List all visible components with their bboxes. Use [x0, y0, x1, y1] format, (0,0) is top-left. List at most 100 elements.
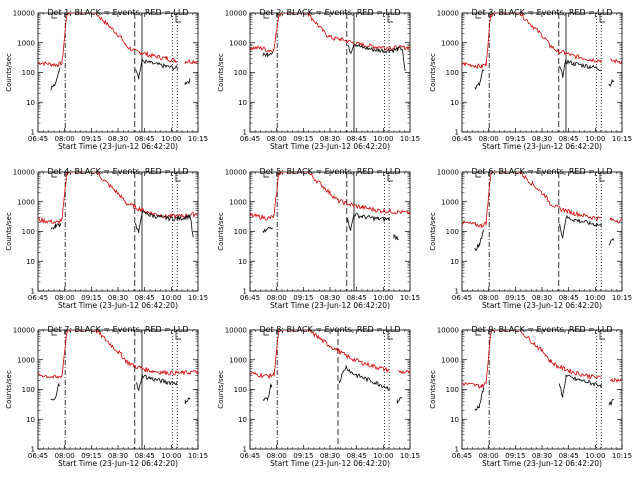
- plot-area: [38, 13, 198, 91]
- x-tick-label: 10:00: [585, 135, 605, 143]
- x-tick-label: 08:30: [320, 135, 340, 143]
- x-tick-label: 08:00: [267, 294, 287, 302]
- y-tick-label: 10: [26, 258, 35, 266]
- plot-area: [250, 172, 410, 241]
- corner-mark: [599, 14, 605, 23]
- chart-panel-2: 1 10 100 1000 10000 06:45 08:00 09:15 08:30 08:45…: [217, 8, 420, 151]
- y-tick-label: 1000: [229, 356, 247, 364]
- plot-frame: [37, 171, 199, 292]
- y-tick-label: 10: [238, 258, 247, 266]
- x-tick-label: 08:30: [320, 294, 340, 302]
- y-tick-label: 10: [238, 416, 247, 424]
- y-tick-label: 100: [22, 386, 35, 394]
- y-tick-label: 10000: [437, 10, 459, 18]
- corner-mark: [175, 331, 181, 340]
- x-axis-title: Start Time (23-Jun-12 06:42:20): [482, 459, 602, 468]
- x-tick-label: 10:15: [188, 135, 208, 143]
- x-axis-title: Start Time (23-Jun-12 06:42:20): [270, 142, 390, 151]
- x-tick-label: 10:15: [400, 135, 420, 143]
- corner-mark: [175, 173, 181, 182]
- y-tick-label: 10000: [13, 327, 35, 335]
- x-tick-label: 08:30: [320, 452, 340, 460]
- events-series-line: [50, 373, 191, 404]
- chart-panel-5: 1 10 100 1000 10000 06:45 08:00 09:15 08:30 08:45…: [217, 167, 420, 310]
- x-tick-label: 08:00: [267, 135, 287, 143]
- corner-mark: [263, 14, 269, 19]
- panel-title: Det 3; BLACK = Events, RED = LLD: [472, 8, 613, 17]
- plot-area: [462, 172, 622, 252]
- x-tick-label: 10:15: [400, 294, 420, 302]
- lld-series-line: [38, 13, 198, 68]
- chart-panel-4: 1 10 100 1000 10000 06:45 08:00 09:15 08:30 08:45…: [5, 167, 208, 310]
- plot-frame: [461, 329, 623, 450]
- plot-frame: [461, 12, 623, 133]
- y-tick-label: 100: [446, 228, 459, 236]
- plot-area: [462, 13, 622, 90]
- corner-mark: [387, 14, 393, 23]
- plot-frame: [461, 171, 623, 292]
- x-tick-label: 08:45: [135, 135, 155, 143]
- y-tick-label: 1000: [17, 39, 35, 47]
- plot-frame: [37, 12, 199, 133]
- y-tick-label: 1000: [17, 198, 35, 206]
- corner-mark: [263, 173, 269, 178]
- plot-area: [38, 330, 198, 404]
- lld-series-line: [462, 172, 622, 229]
- chart-panel-6: 1 10 100 1000 10000 06:45 08:00 09:15 08:30 08:45…: [429, 167, 632, 310]
- lld-series-line: [38, 172, 198, 225]
- chart-panel-7: 1 10 100 1000 10000 06:45 08:00 09:15 08:30 08:45…: [5, 325, 208, 468]
- x-tick-label: 09:15: [81, 294, 101, 302]
- corner-mark: [51, 331, 57, 336]
- y-tick-label: 1: [31, 446, 35, 454]
- y-tick-label: 100: [22, 228, 35, 236]
- panel-title: Det 4; BLACK = Events, RED = LLD: [48, 167, 189, 176]
- x-tick-label: 08:00: [55, 135, 75, 143]
- x-tick-label: 08:45: [347, 135, 367, 143]
- x-tick-label: 10:15: [612, 452, 632, 460]
- x-tick-label: 08:00: [479, 294, 499, 302]
- x-tick-label: 10:15: [400, 452, 420, 460]
- panel-title: Det 8; BLACK = Events, RED = LLD: [260, 325, 401, 334]
- x-tick-label: 10:00: [161, 294, 181, 302]
- y-tick-label: 1: [455, 288, 459, 296]
- panel-title: Det 7; BLACK = Events, RED = LLD: [48, 325, 189, 334]
- plot-frame: [249, 171, 411, 292]
- events-series-line: [474, 59, 615, 90]
- corner-mark: [175, 14, 181, 23]
- y-tick-label: 10000: [13, 10, 35, 18]
- x-axis-title: Start Time (23-Jun-12 06:42:20): [270, 301, 390, 310]
- y-tick-label: 10000: [225, 169, 247, 177]
- panel-title: Det 5; BLACK = Events, RED = LLD: [260, 167, 401, 176]
- y-tick-label: 1: [31, 288, 35, 296]
- x-tick-label: 10:15: [188, 294, 208, 302]
- y-tick-label: 10000: [225, 10, 247, 18]
- y-tick-label: 10: [450, 99, 459, 107]
- x-tick-label: 06:45: [240, 452, 260, 460]
- y-tick-label: 1000: [229, 198, 247, 206]
- x-tick-label: 10:00: [585, 294, 605, 302]
- x-tick-label: 06:45: [452, 452, 472, 460]
- events-series-line: [262, 43, 406, 71]
- x-axis-title: Start Time (23-Jun-12 06:42:20): [58, 459, 178, 468]
- corner-mark: [387, 173, 393, 182]
- x-tick-label: 08:30: [532, 294, 552, 302]
- x-tick-label: 08:00: [55, 294, 75, 302]
- x-tick-label: 08:45: [135, 452, 155, 460]
- y-tick-label: 10: [26, 416, 35, 424]
- panel-title: Det 9; BLACK = Events, RED = LLD: [472, 325, 613, 334]
- corner-mark: [599, 173, 605, 182]
- x-tick-label: 09:15: [293, 135, 313, 143]
- chart-panel-3: 1 10 100 1000 10000 06:45 08:00 09:15 08:30 08:45…: [429, 8, 632, 151]
- x-axis-title: Start Time (23-Jun-12 06:42:20): [58, 301, 178, 310]
- plot-area: [462, 330, 622, 411]
- x-tick-label: 08:45: [559, 452, 579, 460]
- y-tick-label: 10: [26, 99, 35, 107]
- x-tick-label: 06:45: [28, 294, 48, 302]
- x-tick-label: 10:00: [373, 452, 393, 460]
- y-tick-label: 1000: [441, 356, 459, 364]
- corner-mark: [599, 331, 605, 340]
- x-tick-label: 10:00: [161, 452, 181, 460]
- y-tick-label: 1: [243, 129, 247, 137]
- corner-mark: [51, 173, 57, 178]
- x-tick-label: 08:30: [108, 452, 128, 460]
